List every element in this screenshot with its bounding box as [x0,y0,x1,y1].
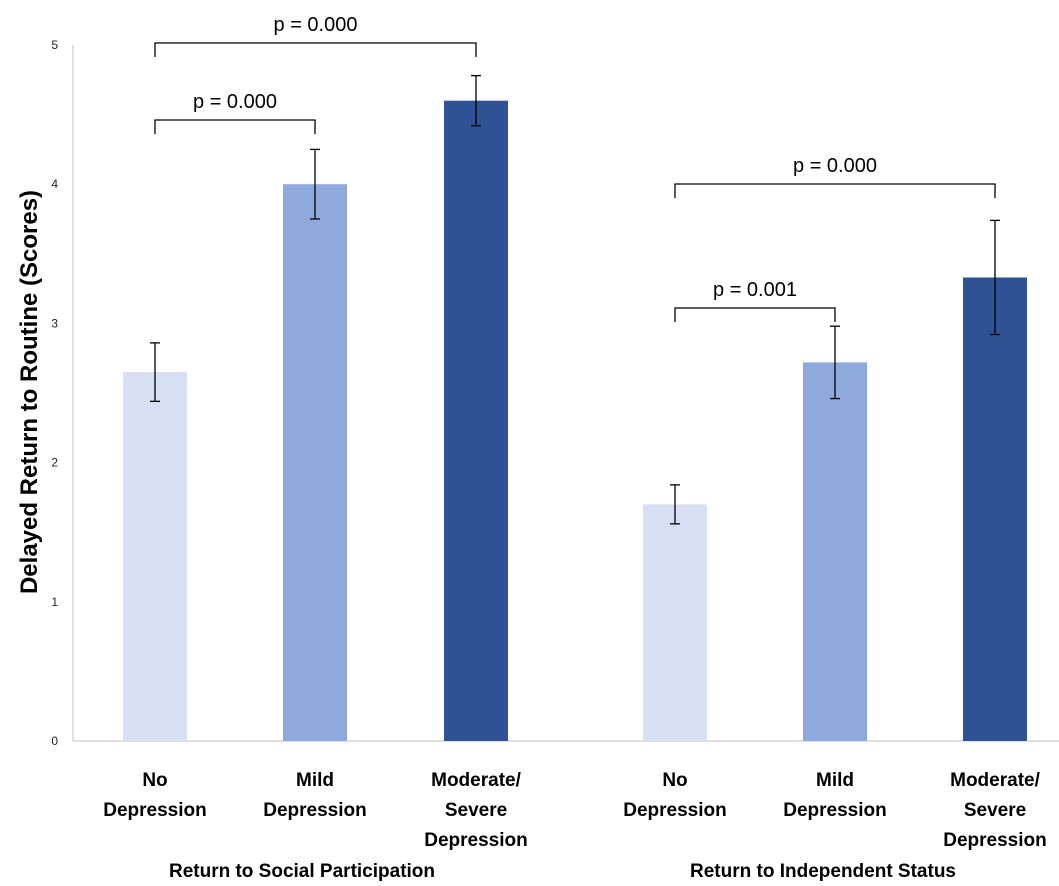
y-tick-label: 1 [51,595,58,609]
category-label: Moderate/ [950,770,1040,791]
significance-bracket: p = 0.000 [154,91,316,134]
category-label: No [662,770,687,791]
category-label: Depression [103,800,206,821]
bracket-line [154,119,316,134]
p-value-label: p = 0.000 [193,91,277,113]
y-tick-label: 2 [51,456,58,470]
category-label: Severe [445,800,507,821]
error-bar [830,325,840,400]
category-label: Depression [424,830,527,851]
category-labels-layer: No Depression Mild Depression Moderate/Sever… [103,770,1046,882]
bar [283,184,347,741]
bracket-line [674,183,996,198]
significance-bracket: p = 0.001 [674,279,836,322]
y-tick-label: 4 [51,177,58,191]
category-label: Depression [783,800,886,821]
y-tick-label: 5 [51,38,58,52]
bar [444,100,508,742]
significance-bracket: p = 0.000 [674,155,996,198]
bar [803,362,867,741]
y-axis-label: Delayed Return to Routine (Scores) [16,190,43,594]
category-label: Depression [623,800,726,821]
error-bar [150,342,160,403]
error-bar [990,219,1000,336]
p-value-label: p = 0.000 [793,155,877,177]
error-bar [310,148,320,220]
y-tick-label: 3 [51,316,58,330]
bar [963,277,1027,741]
y-tick-label: 0 [51,734,58,748]
category-label: Mild [296,770,334,791]
bracket-line [154,42,477,57]
significance-brackets-layer: p = 0.000 p = 0.000 p = 0.001 p = 0.000 [154,14,996,322]
significance-bracket: p = 0.000 [154,14,477,57]
group-label: Return to Independent Status [690,861,956,882]
axes: 0 1 2 3 4 5 [51,38,1059,748]
category-label: No [142,770,167,791]
category-label: Moderate/ [431,770,521,791]
group-label: Return to Social Participation [169,861,435,882]
bar [643,504,707,741]
bracket-line [674,307,836,322]
category-label: Severe [964,800,1026,821]
bar [123,372,187,741]
category-label: Depression [943,830,1046,851]
error-bars-layer [150,74,1000,525]
error-bar [471,74,481,127]
p-value-label: p = 0.001 [713,279,797,301]
bars-layer [123,100,1027,742]
category-label: Mild [816,770,854,791]
error-bar [670,484,680,525]
category-label: Depression [263,800,366,821]
p-value-label: p = 0.000 [274,14,358,36]
